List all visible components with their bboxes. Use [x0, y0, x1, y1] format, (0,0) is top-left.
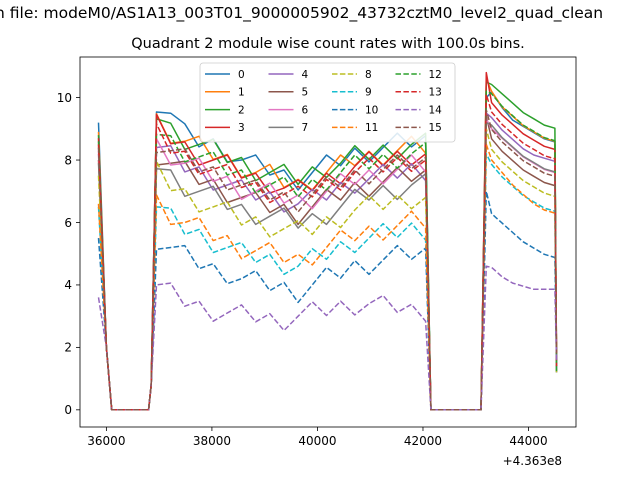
series-line-5 — [97, 115, 558, 411]
y-axis: 0 2 4 6 8 10 — [57, 91, 80, 417]
series-line-0 — [97, 91, 558, 411]
x-axis: 36000 38000 40000 42000 44000 — [87, 427, 548, 448]
series-line-9 — [97, 153, 558, 411]
x-tick-label: 40000 — [298, 434, 336, 448]
series-line-10 — [97, 190, 558, 411]
legend-label-2: 2 — [238, 104, 245, 116]
legend-label-6: 6 — [302, 104, 309, 116]
y-tick-label: 0 — [64, 403, 72, 417]
series-line-2 — [97, 81, 558, 411]
y-tick-label: 6 — [64, 216, 72, 230]
x-tick-label: 42000 — [404, 434, 442, 448]
series-line-4 — [97, 112, 558, 411]
x-offset-label: +4.363e8 — [503, 454, 562, 468]
legend-label-10: 10 — [365, 104, 378, 116]
legend-label-5: 5 — [302, 87, 309, 99]
legend-label-1: 1 — [238, 87, 245, 99]
legend-label-14: 14 — [429, 104, 443, 116]
x-tick-label: 36000 — [87, 434, 125, 448]
legend-label-3: 3 — [238, 122, 245, 134]
y-tick-label: 4 — [64, 278, 72, 292]
legend-label-8: 8 — [365, 69, 372, 81]
series-line-15 — [97, 109, 558, 411]
legend-label-4: 4 — [302, 69, 309, 81]
series-lines — [97, 71, 558, 411]
legend-label-9: 9 — [365, 87, 372, 99]
series-line-14 — [97, 265, 558, 411]
chart-title: Quadrant 2 module wise count rates with … — [131, 36, 525, 52]
legend-label-0: 0 — [238, 69, 245, 81]
legend-label-13: 13 — [429, 87, 442, 99]
series-line-12 — [97, 90, 558, 411]
legend-label-12: 12 — [429, 69, 442, 81]
legend-label-7: 7 — [302, 122, 309, 134]
y-tick-label: 2 — [64, 341, 72, 355]
y-tick-label: 8 — [64, 153, 72, 167]
legend-label-11: 11 — [365, 122, 378, 134]
axes-frame — [79, 56, 577, 428]
series-line-8 — [97, 128, 558, 411]
series-line-3 — [97, 71, 558, 411]
x-tick-label: 38000 — [193, 434, 231, 448]
legend-label-15: 15 — [429, 122, 442, 134]
x-tick-label: 44000 — [509, 434, 547, 448]
figure-suptitle: n file: modeM0/AS1A13_003T01_9000005902_… — [0, 4, 604, 22]
y-tick-label: 10 — [57, 91, 72, 105]
legend-box — [199, 62, 456, 143]
series-line-7 — [97, 121, 558, 411]
series-line-11 — [97, 143, 558, 411]
series-line-13 — [97, 93, 558, 411]
